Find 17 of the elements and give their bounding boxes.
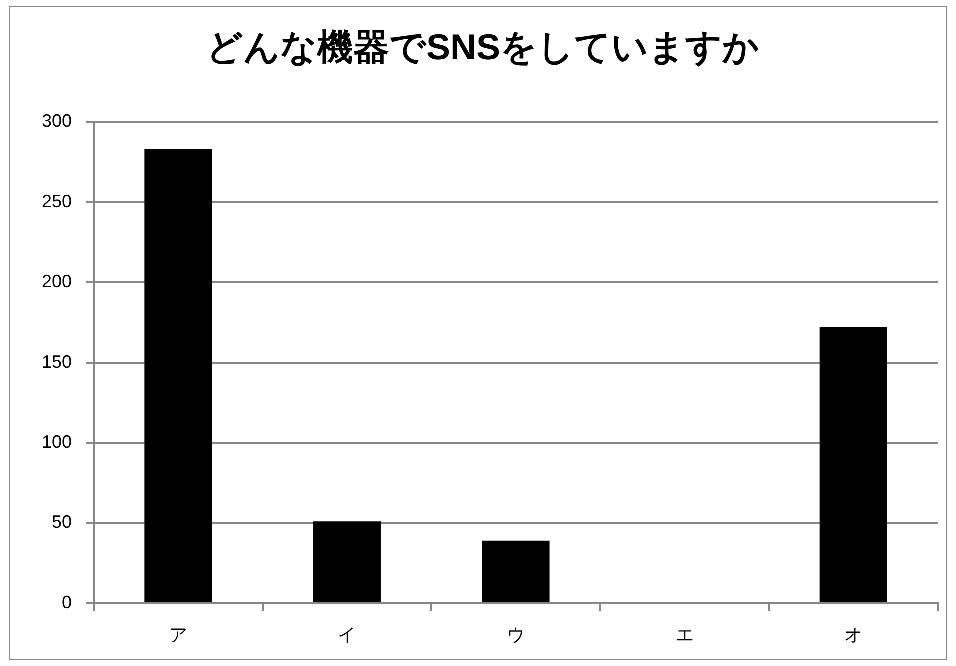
y-tick-label: 300 <box>42 111 72 132</box>
y-tick-label: 0 <box>62 592 72 612</box>
x-tick-label: イ <box>338 625 356 646</box>
y-tick-label: 150 <box>42 352 72 372</box>
bar <box>313 522 381 602</box>
y-tick-label: 50 <box>52 512 72 532</box>
bar <box>144 149 212 602</box>
bar <box>482 540 550 602</box>
y-tick-label: 100 <box>42 432 72 452</box>
chart-title: どんな機器でSNSをしていますか <box>206 26 760 68</box>
x-tick-label: オ <box>844 625 863 646</box>
y-tick-label: 200 <box>42 272 72 292</box>
y-tick-label: 250 <box>42 191 72 212</box>
x-tick-label: ア <box>169 625 188 646</box>
x-tick-label: エ <box>676 625 694 646</box>
x-tick-label: ウ <box>507 625 526 646</box>
bar <box>820 328 888 602</box>
